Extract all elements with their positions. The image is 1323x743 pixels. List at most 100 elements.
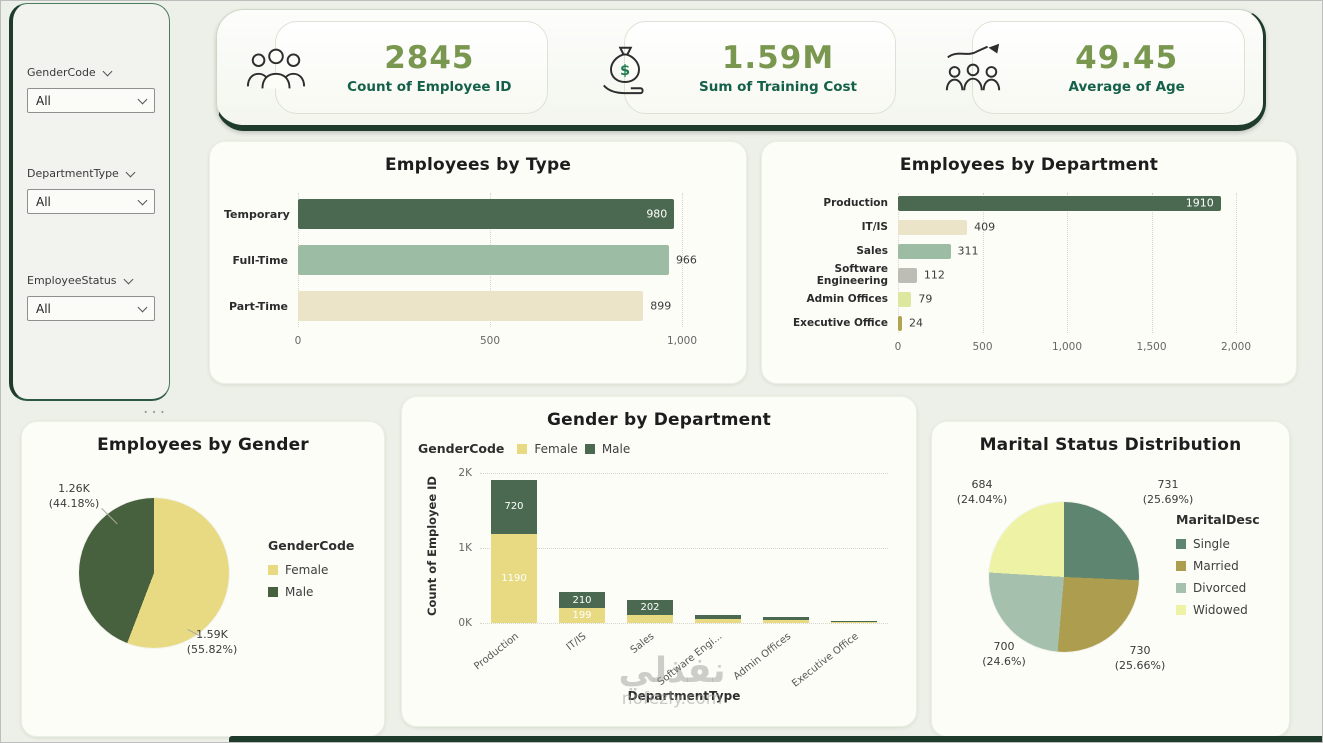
kpi-bar: 2845 Count of Employee ID $ 1.59M Sum of… xyxy=(216,9,1266,131)
female-segment[interactable]: 199 xyxy=(559,608,605,623)
gender-pie-chart[interactable] xyxy=(79,498,229,648)
bar-row: IT/IS 409 xyxy=(776,215,1282,239)
gridline xyxy=(480,473,888,474)
male-segment[interactable] xyxy=(763,617,809,620)
dropdown-value: All xyxy=(36,301,51,316)
filter-label: GenderCode xyxy=(27,66,96,79)
legend-item-married[interactable]: Married xyxy=(1176,559,1260,573)
column-executive-office[interactable] xyxy=(831,621,877,623)
divorced-slice-label: 700 (24.6%) xyxy=(982,640,1026,668)
kpi-label: Sum of Training Cost xyxy=(699,79,857,95)
married-swatch xyxy=(1176,561,1186,571)
bottom-accent-bar xyxy=(229,736,1322,742)
column-production[interactable]: 720 1190 xyxy=(491,479,537,623)
filter-header[interactable]: DepartmentType xyxy=(27,167,155,180)
chart-title: Employees by Type xyxy=(384,155,572,175)
filter-sidebar: GenderCode All DepartmentType All Employ… xyxy=(9,3,170,401)
legend-item-female[interactable]: Female xyxy=(268,563,354,577)
employeestatus-dropdown[interactable]: All xyxy=(27,296,155,321)
bar-software-engineering[interactable]: 112 xyxy=(898,267,945,283)
column-sales[interactable]: 202 xyxy=(627,599,673,623)
kpi-card-employee-count[interactable]: 2845 Count of Employee ID xyxy=(217,10,566,125)
x-category-label: Software Engi... xyxy=(656,631,725,689)
male-segment[interactable] xyxy=(695,614,741,619)
bar-it-is[interactable]: 409 xyxy=(898,219,995,235)
value-label: 980 xyxy=(646,207,668,221)
male-segment[interactable]: 202 xyxy=(627,599,673,615)
x-category-label: Sales xyxy=(629,631,657,657)
legend-item-widowed[interactable]: Widowed xyxy=(1176,603,1260,617)
marital-pie-chart[interactable] xyxy=(989,502,1139,652)
legend-item-female[interactable]: Female xyxy=(534,441,578,456)
money-bag-icon: $ xyxy=(602,46,644,94)
gender-legend: GenderCode Female Male xyxy=(268,538,354,599)
bar-track: 1910 xyxy=(898,195,1236,211)
male-segment[interactable] xyxy=(831,621,877,623)
kpi-frame xyxy=(972,21,1246,114)
column-it-is[interactable]: 210 199 xyxy=(559,592,605,623)
filter-label: EmployeeStatus xyxy=(27,274,117,287)
legend-item-male[interactable]: Male xyxy=(268,585,354,599)
female-swatch xyxy=(268,565,278,575)
bar-track: 980 xyxy=(298,199,682,229)
chart-title: Marital Status Distribution xyxy=(979,435,1242,455)
kpi-value: 1.59M xyxy=(721,40,835,76)
male-slice-label: 1.26K (44.18%) xyxy=(48,482,100,510)
female-slice-label: 1.59K (55.82%) xyxy=(186,628,238,656)
male-swatch xyxy=(268,587,278,597)
male-value-label: 210 xyxy=(569,593,595,607)
male-segment[interactable]: 720 xyxy=(491,479,537,534)
filter-header[interactable]: EmployeeStatus xyxy=(27,274,155,287)
female-segment[interactable] xyxy=(695,618,741,623)
x-category-label: Executive Office xyxy=(790,631,861,690)
column-software-engi-[interactable] xyxy=(695,614,741,623)
female-swatch xyxy=(517,443,528,454)
male-segment[interactable]: 210 xyxy=(559,592,605,609)
bar-row: Temporary 980 xyxy=(224,191,732,237)
x-category-label: Admin Offices xyxy=(731,631,793,683)
bar-track: 24 xyxy=(898,315,1236,331)
single-swatch xyxy=(1176,539,1186,549)
gridline xyxy=(982,193,984,333)
x-axis: 0 500 1,000 xyxy=(295,335,697,351)
category-label: Software Engineering xyxy=(816,263,888,287)
x-category-label: IT/IS xyxy=(564,631,589,654)
value-label: 409 xyxy=(974,220,996,234)
legend-item-divorced[interactable]: Divorced xyxy=(1176,581,1260,595)
bar-production[interactable]: 1910 xyxy=(898,195,1221,211)
departmenttype-dropdown[interactable]: All xyxy=(27,189,155,214)
card-employees-by-department: Employees by Department Production 1910 IT… xyxy=(761,141,1297,384)
x-tick-label: 1,000 xyxy=(1051,341,1083,353)
female-value-label: 199 xyxy=(569,609,595,623)
bar-admin-offices[interactable]: 79 xyxy=(898,291,932,307)
filter-header[interactable]: GenderCode xyxy=(27,66,155,79)
female-segment[interactable] xyxy=(627,614,673,623)
kpi-value: 2845 xyxy=(384,40,475,76)
category-label: Temporary xyxy=(224,207,290,221)
bar-row: Admin Offices 79 xyxy=(776,287,1282,311)
legend-item-male[interactable]: Male xyxy=(601,441,631,456)
dropdown-value: All xyxy=(36,194,51,209)
bar-temporary[interactable]: 980 xyxy=(298,199,675,229)
widowed-swatch xyxy=(1176,605,1186,615)
bar-executive-office[interactable]: 24 xyxy=(898,315,923,331)
bar-track: 409 xyxy=(898,219,1236,235)
female-value-label: 1190 xyxy=(498,571,530,585)
kpi-label: Average of Age xyxy=(1068,79,1185,95)
female-segment[interactable] xyxy=(763,619,809,623)
bar-full-time[interactable]: 966 xyxy=(298,245,697,275)
value-label: 311 xyxy=(957,244,979,258)
kpi-card-average-age[interactable]: 49.45 Average of Age xyxy=(914,10,1263,125)
female-segment[interactable]: 1190 xyxy=(491,533,537,623)
bar-sales[interactable]: 311 xyxy=(898,243,979,259)
kpi-card-training-cost[interactable]: $ 1.59M Sum of Training Cost xyxy=(566,10,915,125)
stacked-column-plot: 0K 1K 2K 720 1190 Production 210 199 IT/IS 202 Sal… xyxy=(458,467,888,690)
female-segment[interactable] xyxy=(831,622,877,623)
gendercode-dropdown[interactable]: All xyxy=(27,88,155,113)
bar-part-time[interactable]: 899 xyxy=(298,291,671,321)
legend-item-single[interactable]: Single xyxy=(1176,537,1260,551)
more-options-button[interactable]: ··· xyxy=(143,403,169,423)
bar-track: 966 xyxy=(298,245,697,275)
column-admin-offices[interactable] xyxy=(763,617,809,623)
x-tick-label: 2,000 xyxy=(1220,341,1252,353)
